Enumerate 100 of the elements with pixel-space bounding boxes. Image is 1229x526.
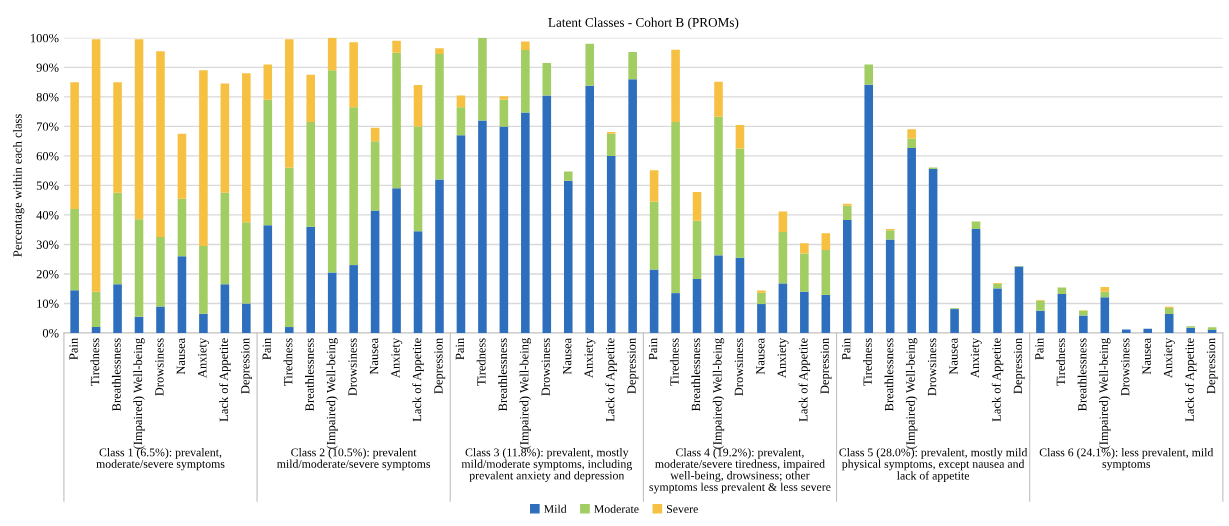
bar bbox=[177, 256, 187, 333]
bar bbox=[91, 39, 101, 292]
bar bbox=[156, 237, 165, 307]
x-tick-label: (Impaired) Well-being bbox=[905, 338, 918, 449]
x-tick-label: Depression bbox=[820, 338, 832, 394]
bar bbox=[327, 37, 337, 71]
text: Class 1 (6.5%): prevalent, moderate/severe symptoms bbox=[96, 448, 225, 471]
bar bbox=[692, 278, 702, 333]
bar bbox=[134, 39, 144, 220]
legend-label: Severe bbox=[666, 505, 698, 513]
bar bbox=[628, 52, 637, 80]
bar bbox=[306, 74, 316, 122]
bar bbox=[907, 147, 916, 333]
bar bbox=[242, 73, 251, 223]
bar bbox=[735, 148, 745, 258]
bar bbox=[70, 209, 79, 291]
bar bbox=[413, 126, 423, 232]
x-tick-label: Pain bbox=[1035, 338, 1044, 360]
x-tick-label: Breathlessness bbox=[691, 338, 701, 412]
x-tick-label: Nausea bbox=[563, 337, 572, 375]
bar bbox=[757, 292, 766, 305]
bar bbox=[156, 306, 165, 333]
bar bbox=[156, 51, 165, 238]
bar bbox=[1079, 310, 1088, 316]
chart-title: Latent Classes - Cohort B (PROMs) bbox=[548, 17, 739, 30]
x-tick-label: Lack of Appetite bbox=[1184, 338, 1197, 422]
x-tick-label: Tiredness bbox=[1056, 338, 1066, 386]
bar bbox=[456, 95, 466, 108]
bar bbox=[499, 99, 509, 127]
bar bbox=[907, 129, 916, 139]
bar bbox=[263, 64, 273, 100]
bar bbox=[220, 192, 230, 285]
bar bbox=[435, 179, 444, 333]
y-tick-label: 70% bbox=[36, 122, 59, 131]
x-tick-label: Tiredness bbox=[669, 338, 679, 386]
bar bbox=[885, 239, 895, 333]
bar bbox=[220, 284, 230, 333]
x-tick-label: Tiredness bbox=[90, 338, 100, 386]
x-tick-label: Anxiety bbox=[391, 337, 403, 378]
bar bbox=[284, 327, 294, 333]
bar bbox=[1186, 327, 1195, 333]
bar bbox=[993, 283, 1002, 289]
x-tick-label: Drowsiness bbox=[348, 338, 357, 396]
bar bbox=[671, 49, 680, 122]
bar bbox=[800, 291, 809, 333]
bar bbox=[1164, 307, 1174, 315]
x-tick-label: Lack of Appetite bbox=[798, 338, 811, 422]
bar bbox=[478, 120, 487, 333]
bar bbox=[284, 167, 294, 328]
x-tick-label: (Impaired) Well-being bbox=[326, 338, 338, 449]
bar bbox=[842, 203, 852, 206]
bar bbox=[370, 127, 380, 142]
text: Class 6 (24.1%): less prevalent, mild symptoms bbox=[1039, 448, 1214, 471]
bar bbox=[242, 222, 251, 304]
x-tick-label: Pain bbox=[842, 338, 851, 360]
x-tick-label: Anxiety bbox=[1163, 337, 1175, 378]
x-tick-label: Pain bbox=[262, 338, 271, 360]
bar bbox=[885, 230, 895, 240]
bar bbox=[907, 138, 916, 148]
bar bbox=[842, 205, 852, 220]
bar bbox=[714, 116, 723, 256]
bar bbox=[177, 198, 187, 257]
bar bbox=[714, 81, 723, 117]
x-tick-label: Depression bbox=[241, 338, 252, 394]
x-tick-label: Pain bbox=[69, 338, 78, 360]
bar bbox=[950, 309, 959, 333]
bar bbox=[993, 288, 1002, 333]
x-tick-label: Lack of Appetite bbox=[605, 338, 617, 422]
bar bbox=[928, 168, 938, 333]
bar bbox=[1164, 314, 1174, 333]
x-tick-label: Breathlessness bbox=[884, 338, 894, 412]
bar bbox=[821, 233, 831, 251]
x-tick-label: Depression bbox=[434, 338, 446, 394]
y-tick-label: 100% bbox=[30, 33, 59, 43]
x-tick-label: Anxiety bbox=[777, 337, 789, 378]
y-tick-label: 10% bbox=[37, 299, 59, 308]
y-tick-label: 30% bbox=[36, 240, 59, 249]
bar bbox=[1079, 315, 1088, 333]
bar bbox=[1121, 329, 1131, 333]
x-tick-label: Anxiety bbox=[584, 337, 596, 378]
bar bbox=[606, 155, 616, 333]
bar bbox=[757, 290, 766, 293]
bar bbox=[392, 40, 401, 53]
bar bbox=[199, 245, 208, 314]
y-tick-label: 40% bbox=[36, 210, 59, 220]
bar bbox=[521, 112, 530, 333]
bar bbox=[134, 316, 144, 333]
bar bbox=[413, 85, 423, 127]
bar bbox=[284, 39, 294, 168]
x-tick-label: Depression bbox=[1013, 338, 1025, 394]
legend-label: Mild bbox=[544, 504, 567, 513]
bar bbox=[199, 70, 208, 246]
bar bbox=[628, 79, 637, 333]
x-tick-label: Depression bbox=[627, 338, 639, 394]
x-tick-label: Pain bbox=[455, 338, 465, 360]
text: Class 5 (28.0%): prevalent, mostly mild physical symptoms, except nausea and lack of appetite bbox=[839, 448, 1028, 482]
bar bbox=[91, 291, 101, 328]
bar bbox=[778, 283, 788, 333]
bar bbox=[91, 327, 101, 333]
bar bbox=[778, 232, 788, 284]
